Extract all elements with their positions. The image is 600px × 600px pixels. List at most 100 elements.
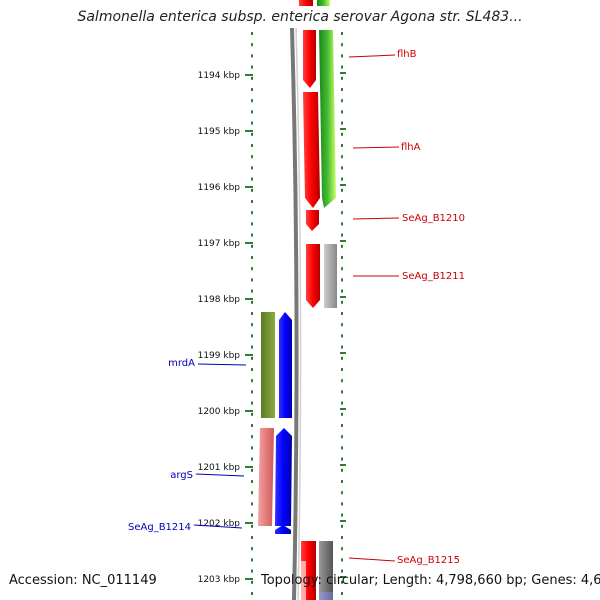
track-dot <box>341 592 343 595</box>
track-dot <box>251 435 253 439</box>
track-dot <box>341 211 343 215</box>
track-dot <box>341 244 343 248</box>
track-dot <box>341 468 343 472</box>
track-dot <box>341 323 343 327</box>
track-dot <box>341 256 343 259</box>
track-dot <box>251 54 253 58</box>
track-dot <box>251 457 253 461</box>
right-dotted-track <box>340 32 346 595</box>
ruler-label: 1200 kbp <box>198 407 241 417</box>
track-dot <box>341 345 343 349</box>
track-dot <box>251 155 253 159</box>
track-dot <box>251 99 253 103</box>
cog-block-grey <box>324 244 337 308</box>
leader-flhA <box>352 146 400 149</box>
leader-argS <box>195 473 245 477</box>
track-dot <box>341 569 343 573</box>
genome-backbone <box>290 27 299 600</box>
track-dot <box>341 188 343 192</box>
track-dot <box>341 267 343 271</box>
track-dot <box>251 424 253 427</box>
cog-block-green <box>319 30 336 208</box>
left-dotted-track <box>251 32 253 595</box>
track-dot <box>341 76 343 80</box>
track-dot <box>251 132 253 136</box>
track-dot <box>341 401 343 405</box>
gene-label-SeAg_B1215: SeAg_B1215 <box>397 555 460 566</box>
track-dot <box>251 76 253 80</box>
track-dot <box>341 312 343 315</box>
track-dot <box>251 547 253 551</box>
ruler: 1194 kbp 1195 kbp 1196 kbp 1197 kbp 1198 kbp… <box>198 71 253 585</box>
track-dot <box>251 524 253 528</box>
track-dot <box>341 513 343 517</box>
gene-arrow-red-small <box>301 561 306 600</box>
track-dot <box>341 356 343 360</box>
map-title: Salmonella enterica subsp. enterica sero… <box>77 9 523 25</box>
track-dot <box>251 222 253 226</box>
track-dot <box>251 513 253 517</box>
track-dot <box>341 390 343 394</box>
ruler-label: 1203 kbp <box>198 575 241 585</box>
track-dot <box>341 132 343 136</box>
track-dot <box>251 278 253 282</box>
track-dot <box>341 424 343 427</box>
gene-arrow-SeAg_B1211 <box>306 244 320 308</box>
track-dot <box>341 580 343 584</box>
track-dot <box>251 592 253 595</box>
track-dot <box>341 547 343 551</box>
track-dot <box>341 233 343 237</box>
track-dot <box>251 211 253 215</box>
genome-backbone-highlight <box>295 27 302 600</box>
ruler-label: 1199 kbp <box>198 351 241 361</box>
gene-arrow-flhB <box>303 30 316 88</box>
gene-label-mrdA: mrdA <box>168 358 195 369</box>
gene-arrow-top-red <box>299 0 313 6</box>
track-major-tick <box>340 520 346 522</box>
track-dot <box>251 491 253 495</box>
track-dot <box>341 110 343 114</box>
track-dot <box>251 177 253 181</box>
track-dot <box>341 200 343 203</box>
leader-SeAg_B1210 <box>352 217 400 220</box>
track-dot <box>341 558 343 562</box>
label-leaders <box>193 54 400 562</box>
track-dot <box>251 536 253 539</box>
leader-SeAg_B1214 <box>193 524 243 529</box>
ruler-label: 1194 kbp <box>198 71 241 81</box>
track-dot <box>251 267 253 271</box>
gene-label-SeAg_B1214: SeAg_B1214 <box>128 522 191 533</box>
leader-mrdA <box>197 363 247 366</box>
track-dot <box>251 356 253 360</box>
track-dot <box>341 121 343 125</box>
track-dot <box>341 457 343 461</box>
track-dot <box>341 32 343 35</box>
track-dot <box>341 491 343 495</box>
track-dot <box>341 412 343 416</box>
track-dot <box>341 435 343 439</box>
ruler-label: 1196 kbp <box>198 183 241 193</box>
track-dot <box>251 312 253 315</box>
track-dot <box>341 65 343 69</box>
track-dot <box>251 289 253 293</box>
ruler-label: 1195 kbp <box>198 127 241 137</box>
gene-arrow-SeAg_B1210 <box>306 210 319 231</box>
track-dot <box>251 144 253 147</box>
track-dot <box>251 65 253 69</box>
track-dot <box>341 289 343 293</box>
track-major-tick <box>340 408 346 410</box>
track-dot <box>341 88 343 91</box>
gene-label-flhB: flhB <box>397 49 417 60</box>
track-dot <box>341 334 343 338</box>
track-dot <box>251 300 253 304</box>
track-major-tick <box>340 240 346 242</box>
ruler-label: 1202 kbp <box>198 519 241 529</box>
track-dot <box>251 345 253 349</box>
track-dot <box>341 166 343 170</box>
track-dot <box>251 32 253 35</box>
leader-flhB <box>348 54 396 58</box>
track-dot <box>251 233 253 237</box>
track-dot <box>251 110 253 114</box>
track-dot <box>251 558 253 562</box>
